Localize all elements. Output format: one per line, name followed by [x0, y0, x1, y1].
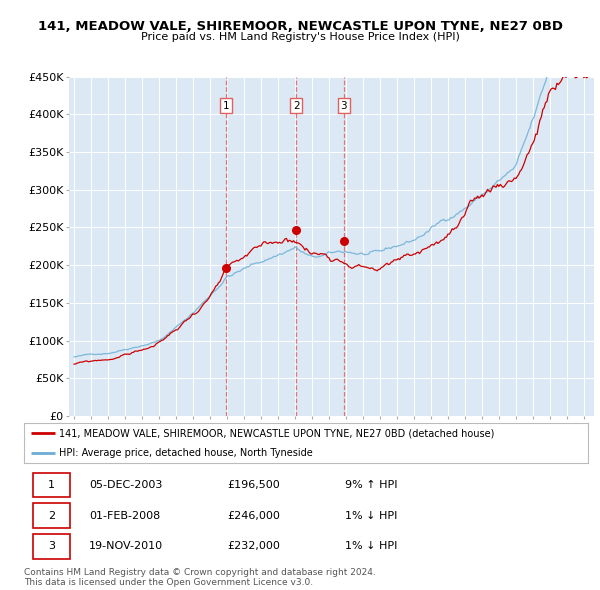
- Text: 3: 3: [48, 541, 55, 551]
- Text: Price paid vs. HM Land Registry's House Price Index (HPI): Price paid vs. HM Land Registry's House …: [140, 32, 460, 42]
- Text: £196,500: £196,500: [227, 480, 280, 490]
- Text: £246,000: £246,000: [227, 511, 280, 520]
- Text: HPI: Average price, detached house, North Tyneside: HPI: Average price, detached house, Nort…: [59, 448, 313, 458]
- Text: 1: 1: [223, 100, 229, 110]
- Text: 1% ↓ HPI: 1% ↓ HPI: [346, 511, 398, 520]
- Text: £232,000: £232,000: [227, 541, 280, 551]
- Text: 19-NOV-2010: 19-NOV-2010: [89, 541, 163, 551]
- FancyBboxPatch shape: [33, 473, 70, 497]
- Text: This data is licensed under the Open Government Licence v3.0.: This data is licensed under the Open Gov…: [24, 578, 313, 587]
- Text: 2: 2: [293, 100, 299, 110]
- Text: Contains HM Land Registry data © Crown copyright and database right 2024.: Contains HM Land Registry data © Crown c…: [24, 568, 376, 577]
- Text: 1% ↓ HPI: 1% ↓ HPI: [346, 541, 398, 551]
- Text: 141, MEADOW VALE, SHIREMOOR, NEWCASTLE UPON TYNE, NE27 0BD (detached house): 141, MEADOW VALE, SHIREMOOR, NEWCASTLE U…: [59, 428, 494, 438]
- Text: 2: 2: [48, 511, 55, 520]
- Text: 01-FEB-2008: 01-FEB-2008: [89, 511, 160, 520]
- Text: 05-DEC-2003: 05-DEC-2003: [89, 480, 162, 490]
- Text: 141, MEADOW VALE, SHIREMOOR, NEWCASTLE UPON TYNE, NE27 0BD: 141, MEADOW VALE, SHIREMOOR, NEWCASTLE U…: [37, 20, 563, 33]
- Text: 1: 1: [48, 480, 55, 490]
- FancyBboxPatch shape: [33, 534, 70, 559]
- Text: 9% ↑ HPI: 9% ↑ HPI: [346, 480, 398, 490]
- Text: 3: 3: [341, 100, 347, 110]
- FancyBboxPatch shape: [33, 503, 70, 528]
